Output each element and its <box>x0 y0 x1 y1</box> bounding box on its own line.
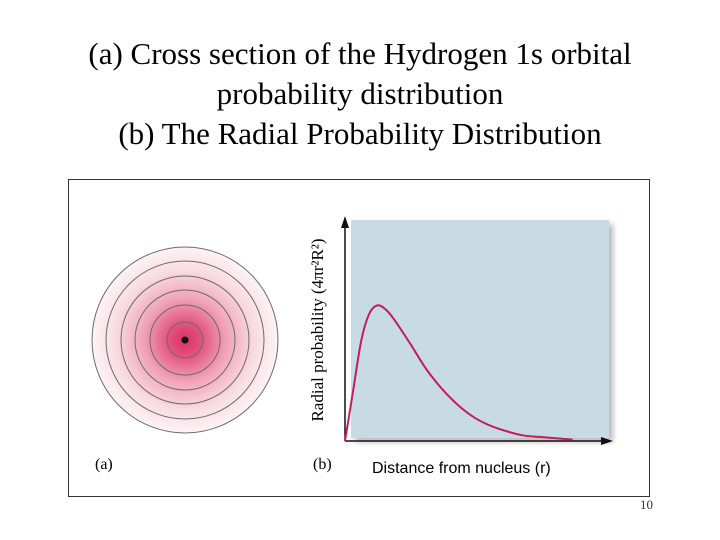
orbital-ring-4 <box>120 275 250 405</box>
plot-background <box>351 220 609 438</box>
y-axis-label: Radial probability (4πr²R²) <box>308 238 327 421</box>
figure-svg: (a) Radial probability (4πr²R²) (b) Dist… <box>91 216 613 477</box>
orbital-ring-1 <box>166 321 204 359</box>
panel-b-label: (b) <box>313 456 332 473</box>
slide-title: (a) Cross section of the Hydrogen 1s orb… <box>0 34 720 154</box>
title-line-3: (b) The Radial Probability Distribution <box>118 116 602 151</box>
figure-frame: (a) Radial probability (4πr²R²) (b) Dist… <box>68 179 650 497</box>
radial-probability-curve <box>344 304 573 442</box>
orbital-cross-section <box>91 246 279 434</box>
x-axis-arrow <box>601 437 613 445</box>
x-axis-label: Distance from nucleus (r) <box>372 460 551 477</box>
orbital-ring-5 <box>105 260 265 420</box>
nucleus-dot <box>181 336 189 344</box>
orbital-ring-3 <box>134 289 236 391</box>
title-line-1: (a) Cross section of the Hydrogen 1s orb… <box>88 36 632 71</box>
title-line-2: probability distribution <box>216 76 504 111</box>
y-axis-arrow <box>341 216 349 228</box>
orbital-ring-2 <box>149 304 221 376</box>
slide-number: 10 <box>640 497 653 512</box>
radial-chart <box>341 216 613 445</box>
panel-a-label: (a) <box>95 456 113 473</box>
orbital-ring-6 <box>91 246 279 434</box>
